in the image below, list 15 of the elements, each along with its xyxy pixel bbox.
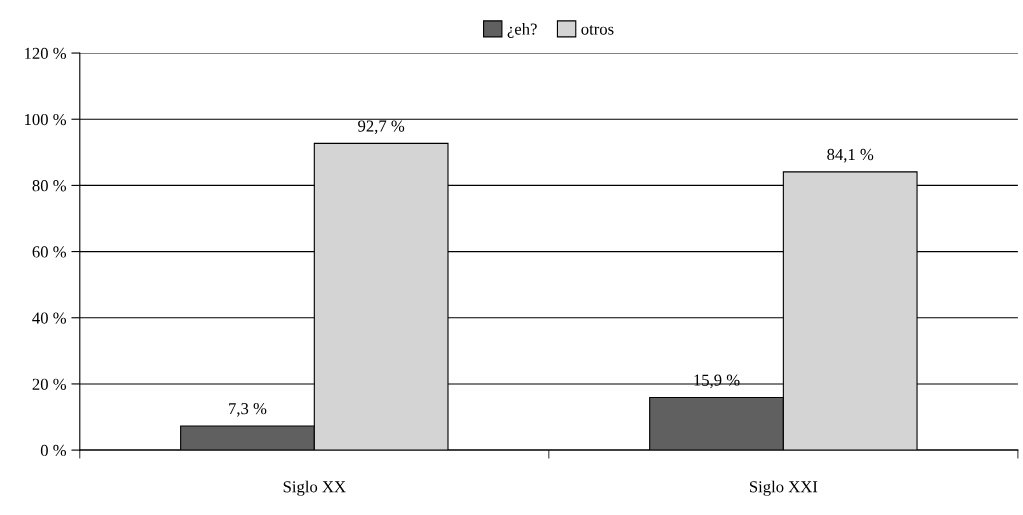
y-tick-label: 80 % — [32, 180, 67, 192]
data-label: 84,1 % — [827, 148, 874, 163]
x-tick-label: Siglo XXI — [749, 480, 818, 496]
y-tick-label: 100 % — [25, 113, 67, 126]
legend-label: ¿eh? — [507, 22, 537, 38]
data-label: 92,7 % — [358, 120, 405, 135]
data-label: 15,9 % — [694, 374, 740, 389]
y-tick-label: 40 % — [32, 312, 67, 324]
y-tick-label: 60 % — [32, 246, 67, 258]
y-tick-label: 20 % — [32, 378, 67, 390]
x-tick-label: Siglo XX — [283, 480, 346, 496]
y-tick-label: 0 % — [40, 444, 67, 457]
y-tick-label: 120 % — [25, 47, 67, 60]
legend-label: otros — [581, 25, 614, 35]
data-label: 7,3 % — [229, 402, 267, 417]
